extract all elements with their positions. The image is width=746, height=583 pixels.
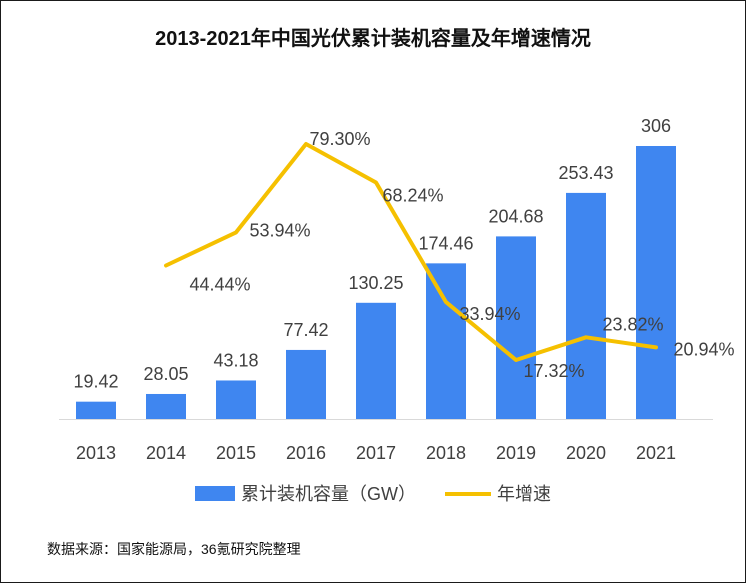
growth-label-2015: 53.94% [249,220,310,240]
x-tick-2013: 2013 [76,443,116,463]
bar-2016 [286,349,326,419]
x-tick-2016: 2016 [286,443,326,463]
legend-bar-label: 累计装机容量（GW） [241,484,416,504]
bar-value-labels: 19.42 28.05 43.18 77.42 130.25 174.46 204.68 25… [73,116,671,392]
bar-value-label-2014: 28.05 [143,364,188,384]
growth-label-2021: 20.94% [673,339,734,359]
growth-label-2020: 23.82% [602,314,663,334]
bar-2020 [566,192,606,419]
x-tick-2020: 2020 [566,443,606,463]
x-tick-2021: 2021 [636,443,676,463]
bar-value-label-2019: 204.68 [488,206,543,226]
x-tick-2019: 2019 [496,443,536,463]
bar-2018 [426,263,466,419]
bar-value-label-2017: 130.25 [348,273,403,293]
bar-2021 [636,146,676,419]
legend-line-label: 年增速 [497,484,551,504]
growth-label-2019: 17.32% [523,361,584,381]
bar-2014 [146,393,186,419]
x-tick-labels: 2013 2014 2015 2016 2017 2018 2019 2020 2021 [76,443,676,463]
source-note: 数据来源：国家能源局，36氪研究院整理 [47,541,301,557]
x-tick-2018: 2018 [426,443,466,463]
legend-bar-swatch [195,486,235,501]
growth-label-2016: 79.30% [309,129,370,149]
bar-2019 [496,236,536,419]
bar-value-label-2015: 43.18 [213,350,258,370]
growth-label-2017: 68.24% [382,186,443,206]
bar-value-label-2016: 77.42 [283,320,328,340]
bar-series [76,146,676,419]
growth-label-2018: 33.94% [459,304,520,324]
growth-rate-line [164,142,658,362]
growth-rate-labels: 44.44% 53.94% 79.30% 68.24% 33.94% 17.32% 23.8… [189,129,734,381]
legend: 累计装机容量（GW） 年增速 [195,484,551,504]
bar-2017 [356,302,396,419]
bar-2015 [216,380,256,419]
x-tick-2014: 2014 [146,443,186,463]
growth-label-2014: 44.44% [189,274,250,294]
bar-value-label-2018: 174.46 [418,233,473,253]
bar-2013 [76,401,116,419]
x-tick-2017: 2017 [356,443,396,463]
bar-value-label-2020: 253.43 [558,163,613,183]
chart-title: 2013-2021年中国光伏累计装机容量及年增速情况 [155,26,591,50]
bar-value-label-2013: 19.42 [73,372,118,392]
x-tick-2015: 2015 [216,443,256,463]
bar-value-label-2021: 306 [641,116,671,136]
